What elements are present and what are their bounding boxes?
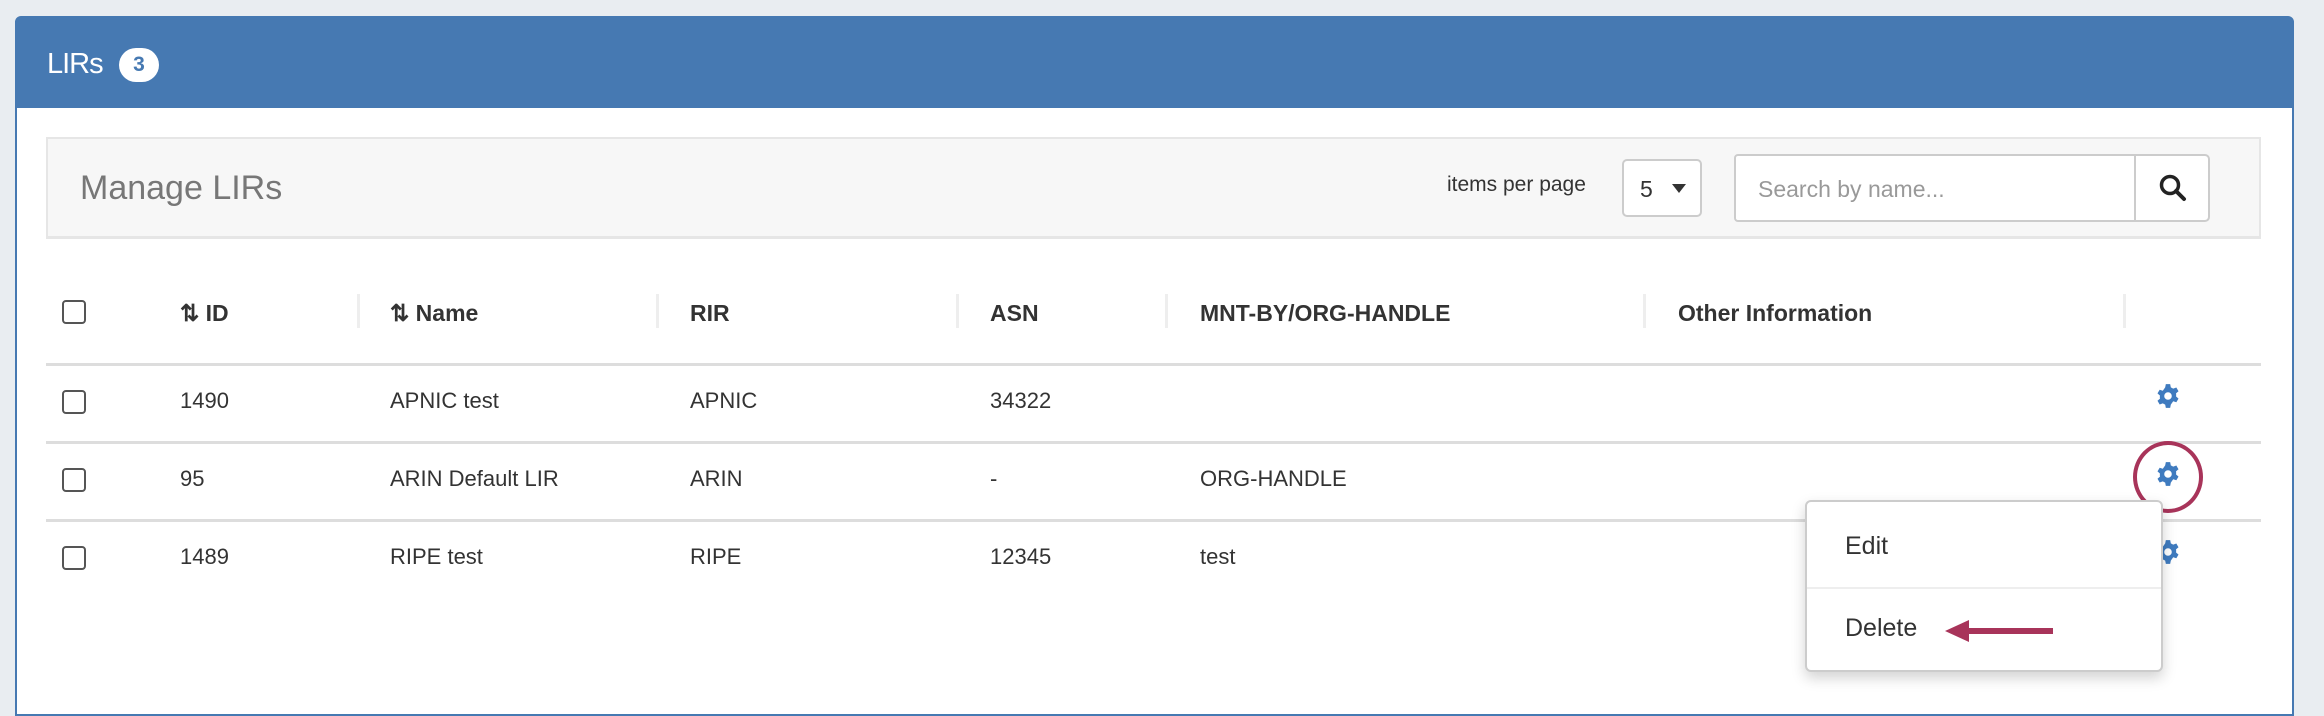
column-header-rir: RIR xyxy=(690,300,730,326)
column-divider xyxy=(357,294,360,328)
arrow-left-annotation-icon xyxy=(1945,620,2053,642)
items-per-page-select[interactable]: 5 xyxy=(1622,159,1702,217)
sort-icon: ⇅ xyxy=(390,300,410,326)
items-per-page-label: items per page xyxy=(1447,173,1586,196)
cell-name: ARIN Default LIR xyxy=(390,466,559,491)
cell-rir: ARIN xyxy=(690,466,743,491)
actions-dropdown-menu: Edit Delete xyxy=(1805,500,2163,672)
count-badge: 3 xyxy=(119,48,159,82)
menu-item-delete[interactable]: Delete xyxy=(1845,614,1918,642)
lirs-panel: LIRs 3 xyxy=(15,16,2294,716)
gear-icon[interactable] xyxy=(2155,383,2181,409)
cell-asn: 34322 xyxy=(990,388,1052,413)
row-checkbox[interactable] xyxy=(62,390,86,414)
row-divider xyxy=(46,363,2261,366)
cell-id: 95 xyxy=(180,466,205,491)
cell-mnt: ORG-HANDLE xyxy=(1200,466,1347,491)
row-divider xyxy=(46,519,2261,522)
cell-asn: 12345 xyxy=(990,544,1052,569)
column-divider xyxy=(956,294,959,328)
menu-item-edit[interactable]: Edit xyxy=(1845,532,1889,560)
toolbar-title: Manage LIRs xyxy=(80,169,283,207)
column-header-name[interactable]: ⇅ Name xyxy=(390,300,479,326)
items-per-page-value: 5 xyxy=(1640,176,1653,202)
search-icon xyxy=(2159,174,2186,201)
cell-name: APNIC test xyxy=(390,388,499,413)
column-header-asn: ASN xyxy=(990,300,1039,326)
row-checkbox[interactable] xyxy=(62,468,86,492)
column-header-id[interactable]: ⇅ ID xyxy=(180,300,229,326)
panel-header: LIRs 3 xyxy=(17,18,2292,108)
search-input[interactable]: Search by name... xyxy=(1734,154,2136,222)
column-divider xyxy=(1165,294,1168,328)
cell-asn: - xyxy=(990,466,998,491)
column-header-mnt: MNT-BY/ORG-HANDLE xyxy=(1200,300,1451,326)
sort-icon: ⇅ xyxy=(180,300,200,326)
cell-id: 1490 xyxy=(180,388,229,413)
cell-id: 1489 xyxy=(180,544,229,569)
cell-name: RIPE test xyxy=(390,544,483,569)
row-checkbox[interactable] xyxy=(62,546,86,570)
column-divider xyxy=(2123,294,2126,328)
column-divider xyxy=(656,294,659,328)
cell-rir: RIPE xyxy=(690,544,742,569)
column-header-other: Other Information xyxy=(1678,300,1873,326)
manage-toolbar: Manage LIRs items per page 5 Search by n… xyxy=(46,137,2261,239)
menu-divider xyxy=(1807,587,2161,589)
caret-down-icon xyxy=(1672,184,1686,193)
column-divider xyxy=(1643,294,1646,328)
row-divider xyxy=(46,441,2261,444)
cell-rir: APNIC xyxy=(690,388,758,413)
search-button[interactable] xyxy=(2134,154,2210,222)
panel-title: LIRs xyxy=(47,48,104,80)
highlight-circle-annotation xyxy=(2133,441,2203,513)
select-all-checkbox[interactable] xyxy=(62,300,86,324)
cell-mnt: test xyxy=(1200,544,1236,569)
